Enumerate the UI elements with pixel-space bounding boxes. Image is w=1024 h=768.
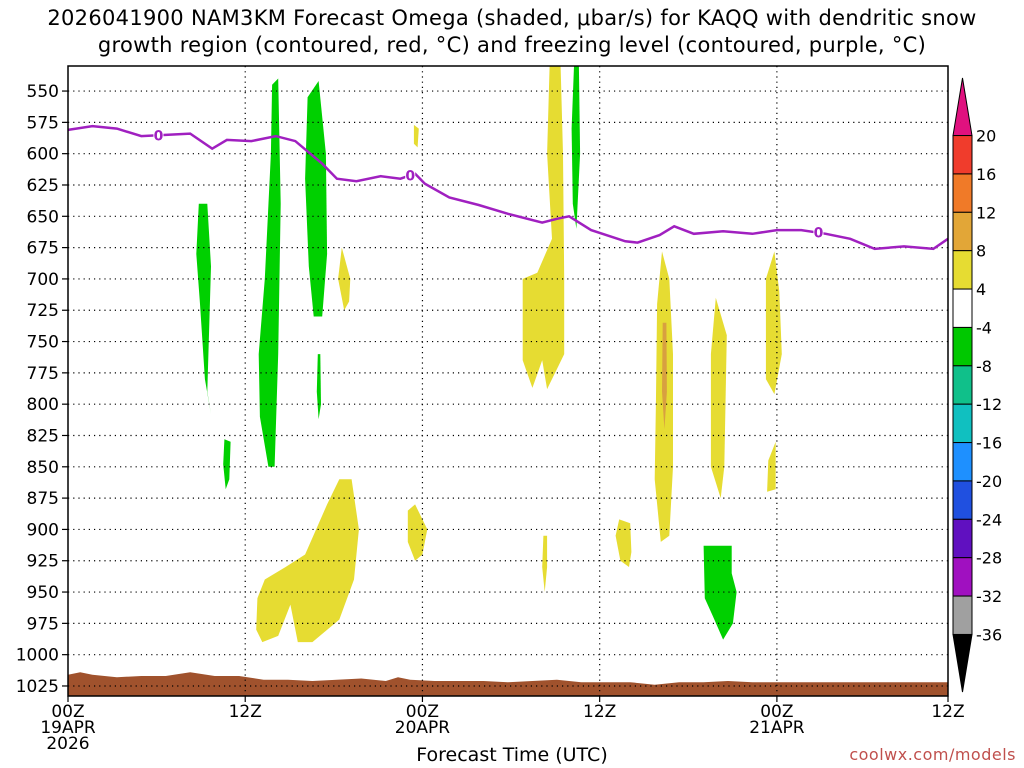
colorbar-label-7: -12 xyxy=(976,395,1002,414)
y-tick-label-575: 575 xyxy=(27,113,59,133)
freezing-label-bg-2 xyxy=(813,225,824,240)
x-tick-label-1-1: 12Z xyxy=(229,702,262,722)
colorbar-bottom-triangle xyxy=(952,633,973,693)
colorbar-box-5 xyxy=(952,288,973,328)
omega-region-5 xyxy=(571,66,581,229)
chart-title-line2: growth region (contoured, red, °C) and f… xyxy=(97,33,927,57)
colorbar-label-1: 16 xyxy=(976,165,996,184)
omega-region-1 xyxy=(223,439,231,490)
colorbar-box-12 xyxy=(952,557,973,597)
colorbar-label-4: 4 xyxy=(976,280,986,299)
y-tick-label-800: 800 xyxy=(27,395,59,415)
y-tick-label-950: 950 xyxy=(27,583,59,603)
terrain-shading xyxy=(68,672,948,696)
colorbar-label-0: 20 xyxy=(976,127,996,146)
colorbar: 20 16 12 8 4 -4 -8 -12 -16 -20 -24 -28 -32 -36 xyxy=(952,77,1002,693)
y-tick-label-725: 725 xyxy=(27,301,59,321)
freezing-label-bg-0 xyxy=(153,128,164,143)
omega-region-6 xyxy=(703,545,737,640)
omega-region-18 xyxy=(662,322,667,430)
y-tick-label-750: 750 xyxy=(27,333,59,353)
colorbar-label-2: 12 xyxy=(976,203,996,222)
omega-region-3 xyxy=(305,81,328,317)
y-tick-label-875: 875 xyxy=(27,489,59,509)
colorbar-box-4 xyxy=(952,250,973,290)
colorbar-top-triangle xyxy=(952,77,973,137)
plot-frame xyxy=(67,65,949,697)
x-tick-label-0-2: 19APR xyxy=(40,718,96,738)
omega-region-12 xyxy=(542,535,548,592)
x-tick-label-3-1: 12Z xyxy=(583,702,616,722)
freezing-label-bg-1 xyxy=(405,168,416,183)
colorbar-label-8: -16 xyxy=(976,434,1002,453)
x-tick-label-4-2: 21APR xyxy=(749,718,805,738)
y-axis: 550 575 600 625 650 675 700 725 750 775 800 825 850 8… xyxy=(16,82,68,697)
colorbar-box-1 xyxy=(952,135,973,175)
x-tick-label-2-2: 20APR xyxy=(395,718,451,738)
plot-area: 0 0 0 xyxy=(67,65,949,697)
y-tick-label-1000: 1000 xyxy=(16,646,59,666)
colorbar-label-10: -24 xyxy=(976,510,1002,529)
x-tick-label-2-1: 00Z xyxy=(406,702,439,722)
x-axis-label: Forecast Time (UTC) xyxy=(416,744,608,766)
x-tick-label-0-1: 00Z xyxy=(51,702,84,722)
freezing-level-label-2: 0 xyxy=(814,226,824,242)
omega-region-11 xyxy=(407,504,428,561)
y-tick-label-600: 600 xyxy=(27,145,59,165)
x-tick-label-4-1: 00Z xyxy=(760,702,793,722)
colorbar-box-13 xyxy=(952,595,973,635)
x-tick-label-5-1: 12Z xyxy=(931,702,964,722)
freezing-level-label-0: 0 xyxy=(154,128,164,144)
omega-region-8 xyxy=(413,124,419,148)
y-tick-label-700: 700 xyxy=(27,270,59,290)
y-tick-label-1025: 1025 xyxy=(16,677,59,697)
colorbar-label-3: 8 xyxy=(976,242,986,261)
omega-region-13 xyxy=(615,519,632,567)
colorbar-box-7 xyxy=(952,365,973,405)
colorbar-box-3 xyxy=(952,211,973,252)
freezing-level-label-1: 0 xyxy=(405,168,415,184)
colorbar-box-11 xyxy=(952,518,973,559)
y-tick-label-550: 550 xyxy=(27,82,59,102)
colorbar-box-6 xyxy=(952,326,973,367)
y-tick-label-925: 925 xyxy=(27,552,59,572)
colorbar-label-13: -36 xyxy=(976,625,1002,644)
credit-text: coolwx.com/models xyxy=(849,745,1016,764)
colorbar-label-11: -28 xyxy=(976,549,1002,568)
y-tick-label-975: 975 xyxy=(27,614,59,634)
omega-region-7 xyxy=(522,66,565,390)
colorbar-box-8 xyxy=(952,403,973,444)
colorbar-label-12: -32 xyxy=(976,587,1002,606)
omega-region-17 xyxy=(767,441,776,492)
colorbar-label-5: -4 xyxy=(976,318,992,337)
omega-region-2 xyxy=(258,78,281,467)
colorbar-box-10 xyxy=(952,480,973,520)
y-tick-label-625: 625 xyxy=(27,176,59,196)
colorbar-box-9 xyxy=(952,442,973,482)
y-tick-label-900: 900 xyxy=(27,520,59,540)
y-tick-label-775: 775 xyxy=(27,364,59,384)
y-tick-label-825: 825 xyxy=(27,426,59,446)
omega-region-15 xyxy=(710,297,727,499)
omega-region-0 xyxy=(196,203,211,415)
y-tick-label-650: 650 xyxy=(27,207,59,227)
omega-region-4 xyxy=(316,354,321,420)
y-tick-label-850: 850 xyxy=(27,458,59,478)
colorbar-label-6: -8 xyxy=(976,357,992,376)
omega-region-16 xyxy=(765,251,782,395)
colorbar-label-9: -20 xyxy=(976,472,1002,491)
colorbar-box-2 xyxy=(952,173,973,213)
freezing-level-line xyxy=(67,124,949,251)
y-tick-label-675: 675 xyxy=(27,239,59,259)
chart-title-line1: 2026041900 NAM3KM Forecast Omega (shaded… xyxy=(47,6,977,30)
x-tick-label-0-3: 2026 xyxy=(46,734,89,754)
